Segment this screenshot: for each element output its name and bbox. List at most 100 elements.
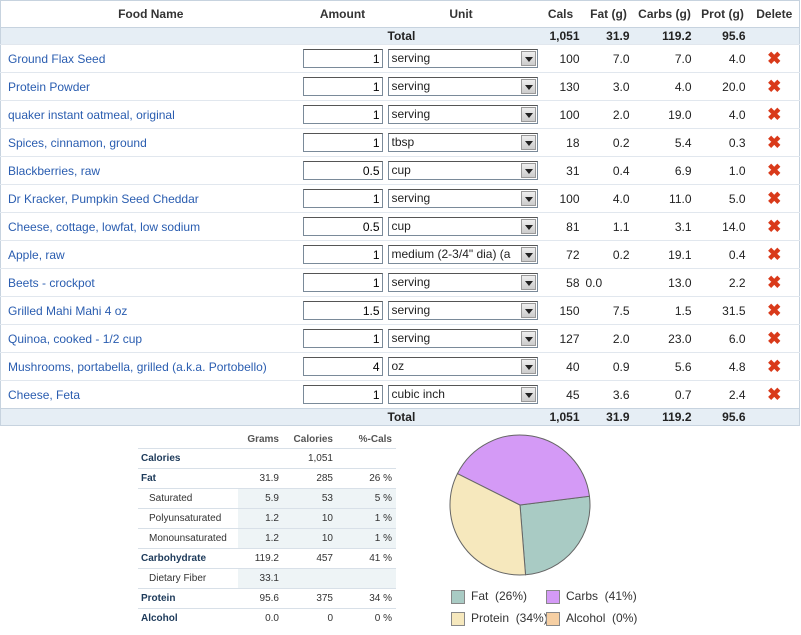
col-delete: Delete [749, 0, 800, 28]
food-name-cell: Grilled Mahi Mahi 4 oz [0, 296, 301, 325]
summary-label: Calories [138, 448, 238, 469]
food-name-link[interactable]: quaker instant oatmeal, original [8, 107, 175, 122]
delete-cell: ✖ [749, 184, 800, 213]
food-name-link[interactable]: Mushrooms, portabella, grilled (a.k.a. P… [8, 359, 267, 374]
unit-select[interactable]: serving [387, 105, 538, 124]
delete-x-icon[interactable]: ✖ [767, 189, 782, 208]
amount-input[interactable] [302, 245, 383, 264]
food-name-link[interactable]: Dr Kracker, Pumpkin Seed Cheddar [8, 191, 199, 206]
fat-cell: 0.4 [583, 156, 634, 185]
food-name-cell: Quinoa, cooked - 1/2 cup [0, 324, 301, 353]
food-row: quaker instant oatmeal, original serving 1… [0, 100, 800, 129]
dropdown-arrow-icon[interactable] [520, 359, 536, 374]
carbs-cell: 1.5 [633, 296, 696, 325]
amount-input[interactable] [302, 385, 383, 404]
food-name-link[interactable]: Blackberries, raw [8, 163, 101, 178]
food-name-link[interactable]: Ground Flax Seed [8, 51, 106, 66]
unit-select[interactable]: cup [387, 217, 538, 236]
unit-cell: serving [384, 296, 538, 325]
delete-cell: ✖ [749, 72, 800, 101]
unit-cell: serving [384, 324, 538, 353]
delete-x-icon[interactable]: ✖ [767, 133, 782, 152]
amount-input[interactable] [302, 273, 383, 292]
col-prot: Prot (g) [695, 0, 750, 28]
delete-cell: ✖ [749, 44, 800, 73]
carbs-cell: 5.6 [633, 352, 696, 381]
summary-pct: 1 % [337, 508, 396, 529]
prot-cell: 0.3 [695, 128, 750, 157]
unit-select[interactable]: serving [387, 189, 538, 208]
amount-input[interactable] [302, 49, 383, 68]
dropdown-arrow-icon[interactable] [520, 303, 536, 318]
unit-select[interactable]: cup [387, 161, 538, 180]
delete-x-icon[interactable]: ✖ [767, 385, 782, 404]
dropdown-arrow-icon[interactable] [520, 163, 536, 178]
amount-input[interactable] [302, 329, 383, 348]
unit-select[interactable]: serving [387, 49, 538, 68]
food-name-link[interactable]: Cheese, cottage, lowfat, low sodium [8, 219, 201, 234]
summary-label: Protein [138, 588, 238, 609]
food-name-link[interactable]: Cheese, Feta [8, 387, 81, 402]
dropdown-arrow-icon[interactable] [520, 51, 536, 66]
unit-select[interactable]: serving [387, 77, 538, 96]
amount-input[interactable] [302, 189, 383, 208]
food-name-link[interactable]: Protein Powder [8, 79, 91, 94]
food-name-link[interactable]: Beets - crockpot [8, 275, 95, 290]
dropdown-arrow-icon[interactable] [520, 387, 536, 402]
total-carbs: 119.2 [633, 408, 696, 426]
summary-label: Carbohydrate [138, 548, 238, 569]
delete-x-icon[interactable]: ✖ [767, 161, 782, 180]
food-name-link[interactable]: Spices, cinnamon, ground [8, 135, 147, 150]
amount-input[interactable] [302, 301, 383, 320]
cals-cell: 130 [537, 72, 584, 101]
amount-input[interactable] [302, 161, 383, 180]
summary-grams: 5.9 [238, 488, 283, 509]
summary-col-calories: Calories [293, 433, 333, 445]
delete-x-icon[interactable]: ✖ [767, 357, 782, 376]
dropdown-arrow-icon[interactable] [520, 79, 536, 94]
unit-select[interactable]: medium (2-3/4" dia) (a [387, 245, 538, 264]
food-name-link[interactable]: Quinoa, cooked - 1/2 cup [8, 331, 143, 346]
amount-input[interactable] [302, 133, 383, 152]
delete-cell: ✖ [749, 128, 800, 157]
unit-select[interactable]: serving [387, 301, 538, 320]
col-food-name: Food Name [0, 0, 301, 28]
carbs-cell: 6.9 [633, 156, 696, 185]
total-cals: 1,051 [537, 27, 584, 45]
delete-x-icon[interactable]: ✖ [767, 77, 782, 96]
delete-x-icon[interactable]: ✖ [767, 273, 782, 292]
unit-select[interactable]: serving [387, 329, 538, 348]
amount-input[interactable] [302, 77, 383, 96]
amount-input[interactable] [302, 217, 383, 236]
delete-x-icon[interactable]: ✖ [767, 217, 782, 236]
unit-select[interactable]: serving [387, 273, 538, 292]
delete-x-icon[interactable]: ✖ [767, 105, 782, 124]
amount-input[interactable] [302, 105, 383, 124]
dropdown-arrow-icon[interactable] [520, 219, 536, 234]
summary-row: Saturated 5.9 53 5 % [138, 488, 396, 509]
summary-grams: 95.6 [238, 588, 283, 609]
food-name-cell: Mushrooms, portabella, grilled (a.k.a. P… [0, 352, 301, 381]
amount-input[interactable] [302, 357, 383, 376]
delete-x-icon[interactable]: ✖ [767, 329, 782, 348]
unit-selected-value: serving [391, 303, 431, 317]
dropdown-arrow-icon[interactable] [520, 191, 536, 206]
delete-x-icon[interactable]: ✖ [767, 301, 782, 320]
food-name-link[interactable]: Grilled Mahi Mahi 4 oz [8, 303, 128, 318]
unit-selected-value: medium (2-3/4" dia) (a [391, 247, 511, 261]
unit-cell: serving [384, 72, 538, 101]
unit-select[interactable]: cubic inch [387, 385, 538, 404]
delete-x-icon[interactable]: ✖ [767, 49, 782, 68]
dropdown-arrow-icon[interactable] [520, 275, 536, 290]
dropdown-arrow-icon[interactable] [520, 247, 536, 262]
food-name-link[interactable]: Apple, raw [8, 247, 65, 262]
summary-calories: 53 [283, 488, 337, 509]
dropdown-arrow-icon[interactable] [520, 107, 536, 122]
dropdown-arrow-icon[interactable] [520, 331, 536, 346]
unit-select[interactable]: oz [387, 357, 538, 376]
total-label: Total [384, 27, 538, 45]
summary-calories: 285 [283, 468, 337, 489]
delete-x-icon[interactable]: ✖ [767, 245, 782, 264]
unit-select[interactable]: tbsp [387, 133, 538, 152]
dropdown-arrow-icon[interactable] [520, 135, 536, 150]
